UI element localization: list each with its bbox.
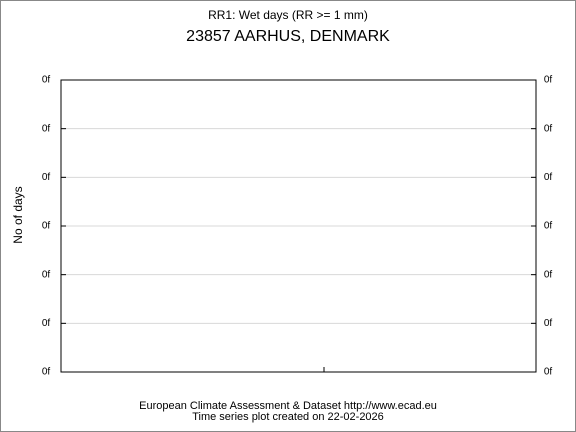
footer: European Climate Assessment & Dataset ht… <box>139 400 437 412</box>
y2-tick-label: 0f <box>544 123 553 134</box>
y-tick-label: 0f <box>42 269 51 280</box>
y2-tick-label: 0f <box>544 269 553 280</box>
footer: Time series plot created on 22-02-2026 <box>192 411 384 423</box>
y2-tick-label: 0f <box>544 367 553 378</box>
chart-subtitle: 23857 AARHUS, DENMARK <box>186 28 390 45</box>
y-tick-label: 0f <box>42 75 51 86</box>
y2-tick-label: 0f <box>544 172 553 183</box>
y-tick-label: 0f <box>42 123 51 134</box>
y-tick-label: 0f <box>42 367 51 378</box>
y-tick-label: 0f <box>42 172 51 183</box>
y-tick-label: 0f <box>42 221 51 232</box>
y2-tick-label: 0f <box>544 221 553 232</box>
y2-tick-label: 0f <box>544 75 553 86</box>
y-tick-label: 0f <box>42 318 51 329</box>
plot-area <box>60 79 537 373</box>
chart-title: RR1: Wet days (RR >= 1 mm) <box>208 8 368 22</box>
y2-tick-label: 0f <box>544 318 553 329</box>
y-axis-label: No of days <box>11 186 25 243</box>
